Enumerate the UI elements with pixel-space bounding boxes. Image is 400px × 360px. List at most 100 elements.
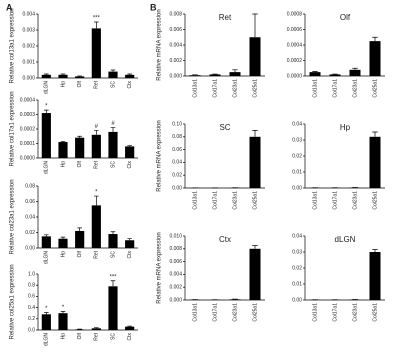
x-tick-label: Col23a1 [232,303,238,322]
x-tick-label: Olf [77,332,83,339]
x-tick-label: Col23a1 [352,191,358,210]
y-axis-label: Relative col13a1 expression [10,8,16,83]
x-tick-label: Col25a1 [252,191,258,210]
y-tick-label: 0.08 [172,134,182,140]
bar [349,69,361,76]
x-tick-label: SC [110,333,116,340]
x-tick-label: Col17a1 [332,191,338,210]
error-bar [60,311,66,314]
y-tick-label: 0.04 [25,214,35,220]
y-tick-label: 0.04 [292,121,302,127]
significance-label: * [95,190,98,196]
significance-label: * [62,305,65,311]
y-axis-label: Relative mRNA expression [157,120,163,191]
bar [108,286,118,330]
error-bar [372,36,378,42]
y-tick-label: 0.004 [22,11,35,17]
y-tick-label: 0.02 [25,230,35,236]
error-bar [77,135,82,138]
y-tick-label: 0.010 [169,233,182,239]
error-bar [232,69,238,73]
bar [41,113,51,158]
y-tick-label: 0.02 [292,153,302,159]
error-bar [44,109,49,114]
error-bar [252,130,258,137]
y-tick-label: 0.0006 [287,27,303,33]
x-tick-label: Col25a1 [372,303,378,322]
bar [108,71,118,78]
significance-label: * [45,104,48,110]
chart-title: dLGN [335,235,356,244]
x-tick-label: Ret [94,80,100,88]
error-bar [312,71,318,73]
y-tick-label: 0.0000 [20,155,36,161]
significance-label: * [45,306,48,312]
y-tick-label: 0.0002 [287,58,303,64]
x-tick-label: Col17a1 [212,191,218,210]
x-tick-label: Ctx [127,251,133,259]
chart-title: Olf [340,13,351,22]
panel-label: B [150,2,157,12]
bar [91,28,101,78]
y-tick-label: 0.000 [169,73,182,79]
y-tick-label: 0.0008 [287,11,303,17]
x-tick-label: Col13a1 [312,303,318,322]
y-tick-label: 0.002 [22,43,35,49]
y-tick-label: 0.006 [169,27,182,33]
y-tick-label: 0.0002 [20,126,36,132]
x-tick-label: Col25a1 [372,191,378,210]
x-tick-label: dLGN [44,161,50,174]
chart-title: Hp [340,123,351,132]
bar [91,134,101,158]
x-tick-label: Hp [60,251,66,258]
bar [329,74,341,76]
y-tick-label: 0.8 [28,283,35,289]
bar [125,74,135,78]
bar [209,74,221,76]
y-tick-label: 0.002 [169,285,182,291]
error-bar [110,231,116,235]
error-bar [252,13,258,38]
bar [58,313,68,330]
error-bar [252,245,258,249]
chart-title: SC [219,123,230,132]
x-tick-label: Col17a1 [212,303,218,322]
error-bar [352,67,358,70]
x-tick-label: SC [110,251,116,258]
error-bar [372,131,378,137]
y-axis-label: Relative mRNA expression [157,9,163,80]
y-tick-label: 0.008 [169,11,182,17]
y-tick-label: 0.04 [292,233,302,239]
x-tick-label: SC [110,161,116,168]
bar [249,37,261,76]
x-tick-label: Hp [60,161,66,168]
error-bar [77,227,82,231]
bar [229,299,241,300]
y-tick-label: 0.03 [292,137,302,143]
bar [249,248,261,300]
bar [309,72,321,76]
error-bar [44,234,49,237]
x-tick-label: Col25a1 [372,79,378,98]
y-tick-label: 0.001 [22,59,35,65]
chart-title: Ctx [219,235,231,244]
panel-label: A [6,2,13,12]
error-bar [127,73,132,75]
y-axis-label: Relative col23a1 expression [10,179,16,254]
error-bar [94,327,99,329]
y-tick-label: 0.6 [28,294,35,300]
x-tick-label: Col17a1 [332,303,338,322]
x-tick-label: dLGN [44,333,50,346]
y-tick-label: 0.01 [292,169,302,175]
x-tick-label: Col13a1 [312,191,318,210]
x-tick-label: dLGN [44,81,50,94]
significance-label: # [95,124,99,130]
y-tick-label: 0.06 [172,147,182,153]
y-tick-label: 1.0 [28,271,35,277]
y-tick-label: 0.0000 [287,73,303,79]
x-tick-label: Col17a1 [212,79,218,98]
error-bar [127,145,132,147]
x-tick-label: Col17a1 [332,79,338,98]
error-bar [127,325,132,327]
bar [369,41,381,76]
